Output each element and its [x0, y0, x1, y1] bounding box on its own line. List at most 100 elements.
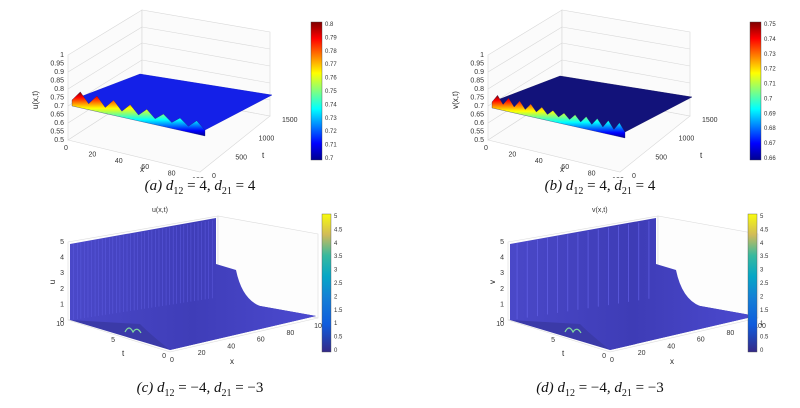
surface-plot-v-positive: 0.50.550.60.650.70.750.80.850.90.951 020… [451, 9, 776, 178]
x-axis-label: x [140, 165, 144, 174]
ridge-lines [73, 220, 213, 320]
t-axis-label: t [122, 349, 125, 358]
surface [71, 73, 273, 137]
tick-label: 0.75 [764, 22, 776, 28]
caption-tag: (b) [544, 178, 563, 194]
tick-label: 4 [60, 255, 64, 262]
x-axis-label: x [560, 165, 564, 174]
oscillation-spikes [71, 91, 206, 137]
caption-c: (c) d12 = −4, d21 = −3 [136, 380, 264, 399]
tick-label: 2.5 [760, 281, 769, 287]
tick-label: 5 [760, 214, 764, 220]
tick-label: 0.65 [50, 112, 64, 119]
tick-label: 0.72 [764, 67, 776, 73]
tick-label: 100 [612, 177, 624, 178]
caption-d21: −3 [647, 380, 664, 396]
z-axis-ticks: 0.50.55 0.60.65 0.70.75 0.80.85 0.90.95 1 [50, 52, 64, 144]
tick-label: 0.9 [474, 69, 484, 76]
tick-label: 1000 [259, 136, 275, 143]
tick-label: 0.8 [474, 86, 484, 93]
panel-a: 0.5 0.55 0.6 0.65 0.7 0.75 0.8 0.85 0.9 0.95 1 0 20… [0, 0, 400, 204]
caption-d21: 4 [647, 178, 656, 194]
tick-label: 0 [484, 145, 488, 152]
tick-label: 1 [480, 52, 484, 59]
tick-label: 1000 [679, 136, 695, 143]
tick-label: 40 [667, 343, 675, 350]
tick-label: 0.75 [50, 95, 64, 102]
tick-label: 0.67 [764, 141, 776, 147]
tick-label: 1 [500, 301, 504, 308]
tick-label: 0.85 [470, 78, 484, 85]
caption-tag: (c) [136, 380, 154, 396]
colorbar-ticks: 0.8 0.79 0.78 0.77 0.76 0.75 0.74 0.73 0.72 0.71 0… [325, 22, 337, 162]
z-axis-label: v [488, 280, 497, 284]
surface-plot-u-positive: 0.50.550.60.650.70.750.80.850.90.951 020… [31, 9, 337, 178]
tick-label: 1.5 [760, 308, 769, 314]
tick-label: 0 [760, 348, 764, 354]
t-axis-ticks: 0 500 1000 1500 [212, 117, 298, 178]
tick-label: 0.79 [325, 35, 337, 41]
t-axis-ticks: 10 5 0 [496, 321, 606, 360]
z-axis-label: v(x,t) [451, 91, 460, 109]
tick-label: 4 [334, 241, 338, 247]
colorbar-ticks: 5 4.5 4 3.5 3 2.5 2 1.5 1 0.5 0 [334, 214, 343, 354]
caption-d12: 4 [599, 178, 607, 194]
tick-label: 0.77 [325, 62, 337, 68]
tick-label: 5 [111, 337, 115, 344]
z-axis-label: u [48, 280, 57, 284]
caption-d21: −3 [247, 380, 264, 396]
tick-label: 0.75 [325, 89, 337, 95]
tick-label: 1500 [282, 117, 298, 124]
surface [491, 75, 693, 139]
tick-label: 5 [551, 337, 555, 344]
tick-label: 3 [500, 270, 504, 277]
tick-label: 80 [168, 171, 176, 178]
caption-tag: (a) [144, 178, 163, 194]
tick-label: 0 [60, 317, 64, 324]
caption-b: (b) d12 = 4, d21 = 4 [544, 178, 656, 197]
tick-label: 0.7 [764, 96, 773, 102]
surface [70, 218, 316, 350]
tick-label: 4 [500, 255, 504, 262]
tick-label: 500 [655, 154, 667, 161]
tick-label: 0.7 [54, 103, 64, 110]
caption-d12: −4 [590, 380, 607, 396]
x-axis-label: x [670, 357, 674, 366]
tick-label: 1.5 [334, 308, 343, 314]
caption-d: (d) d12 = −4, d21 = −3 [536, 380, 664, 399]
tick-label: 1 [60, 52, 64, 59]
tick-label: 60 [697, 337, 705, 344]
tick-label: 0.95 [470, 61, 484, 68]
plot-title: u(x,t) [152, 207, 168, 214]
tick-label: 500 [235, 154, 247, 161]
t-axis-label: t [562, 349, 565, 358]
tick-label: 4.5 [334, 227, 343, 233]
panel-b: 0.5 0.55 0.6 0.65 0.7 0.75 0.8 0.85 0.9 0.95 1 0 20… [400, 0, 800, 204]
x-axis-ticks: 0 20 40 60 80 100 [484, 145, 624, 178]
tick-label: 0 [500, 317, 504, 324]
tick-label: 0 [602, 353, 606, 360]
tick-label: 10 [56, 321, 64, 328]
tick-label: 0.7 [325, 156, 334, 162]
tick-label: 1 [334, 321, 338, 327]
tick-label: 0.66 [764, 156, 776, 162]
tick-label: 0 [334, 348, 338, 354]
x-axis-label: x [230, 357, 234, 366]
t-axis-label: t [700, 151, 703, 160]
caption-d12: −4 [190, 380, 207, 396]
tick-label: 3 [60, 270, 64, 277]
colorbar-ticks: 0.75 0.74 0.73 0.72 0.71 0.7 0.69 0.68 0.67 0.66 [764, 22, 776, 162]
tick-label: 0.8 [325, 22, 334, 28]
tick-label: 0.5 [54, 137, 64, 144]
colorbar-ticks: 5 4.5 4 3.5 3 2.5 2 1.5 1 0.5 0 [760, 214, 769, 354]
tick-label: 0.55 [470, 129, 484, 136]
tick-label: 20 [198, 350, 206, 357]
tick-label: 3 [334, 268, 338, 274]
oscillation-spikes [491, 95, 626, 139]
colorbar [310, 21, 323, 161]
tick-label: 5 [500, 239, 504, 246]
tick-label: 10 [496, 321, 504, 328]
